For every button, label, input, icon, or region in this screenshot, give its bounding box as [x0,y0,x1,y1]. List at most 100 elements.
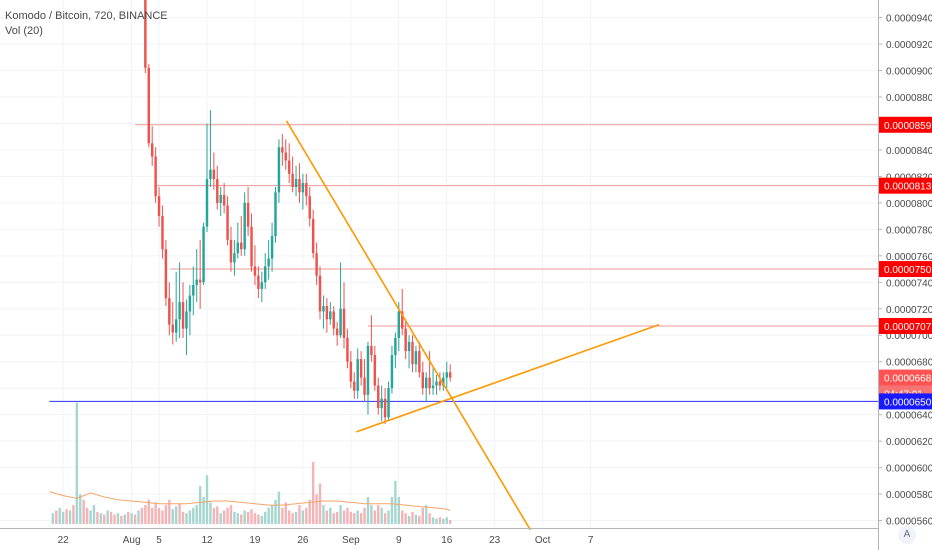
volume-bar [291,513,294,524]
x-tick-label: 26 [297,535,309,546]
volume-bar [209,502,212,524]
volume-bar [342,510,346,524]
candle-body [356,359,359,391]
candle-body [161,216,164,250]
y-tick-label: 0.0000720 [886,305,932,316]
candle-body [373,355,377,386]
price-label: 0.0000668 [884,374,932,385]
candle-body [236,242,240,254]
candle-body [359,359,363,378]
volume-bar [65,509,68,524]
volume-bar [414,514,418,524]
volume-bar [301,510,305,524]
volume-bar [394,480,397,524]
trendline[interactable] [285,120,532,531]
volume-bar [359,513,363,524]
candle-body [428,377,431,389]
x-tick-label: 23 [489,535,501,546]
candle-body [260,282,264,289]
volume-bar [144,505,147,524]
candle-body [335,328,339,336]
candle-body [257,275,260,289]
candle-body [404,328,407,352]
volume-bar [226,507,229,524]
volume-bar [106,510,109,524]
volume-bar [123,514,126,524]
volume-bar [171,509,174,524]
candle-body [387,388,390,418]
price-label-bg [879,116,932,133]
volume-bar [236,513,240,524]
y-tick-label: 0.0000600 [886,464,932,475]
y-tick-label: 0.0000880 [886,93,932,104]
volume-bar [438,517,442,524]
candle-body [185,311,188,329]
candle-body [192,284,195,296]
volume-bar [178,503,181,524]
volume-bar [380,507,383,524]
volume-bar [431,517,435,524]
volume-bar [370,505,373,524]
x-tick-label: 22 [58,535,70,546]
volume-bar [277,491,281,524]
candle-body [332,311,335,329]
volume-bar [257,514,260,524]
candle-body [322,306,325,312]
volume-bar [96,511,99,524]
candle-body [168,298,171,325]
candle-body [229,239,233,263]
candle-body [291,173,294,187]
candle-body [418,351,421,373]
y-tick-label: 0.0000700 [886,331,932,342]
candle-body [407,341,411,352]
candle-body [202,226,205,283]
candle-body [198,279,202,283]
y-tick-label: 0.0000560 [886,517,932,528]
candle-body [380,398,383,409]
volume-bar [274,499,277,524]
candle-body [377,385,380,409]
volume-bar [85,507,89,524]
volume-bar [137,510,140,524]
y-tick-label: 0.0000800 [886,199,932,210]
volume-bar [322,505,325,524]
candle-body [339,308,342,336]
y-tick-label: 0.0000760 [886,252,932,263]
volume-bar [308,499,311,524]
price-label: 0.0000707 [884,322,932,333]
candle-body [397,311,401,338]
candle-body [287,160,291,174]
volume-bar [270,505,274,524]
volume-bar [89,510,92,524]
candle-body [308,196,311,219]
volume-bar [421,507,424,524]
y-tick-label: 0.0000680 [886,358,932,369]
volume-bar [161,510,164,524]
candle-body [171,324,174,333]
auto-scale-button[interactable]: A [898,526,916,544]
price-label-bg [879,177,932,194]
volume-bar [397,497,400,524]
candle-body [147,67,151,144]
volume-bar [442,518,445,524]
volume-bar [212,507,216,524]
volume-bar [404,513,407,524]
volume-bar [315,494,318,524]
price-label-bg [879,261,932,278]
volume-bar [401,510,404,524]
volume-bar [181,511,185,524]
candle-body [250,226,253,267]
candle-body [346,337,349,362]
y-tick-label: 0.0000620 [886,437,932,448]
volume-bar [281,507,284,524]
volume-bar [120,515,123,524]
y-tick-label: 0.0000940 [886,14,932,25]
candle-body [294,179,298,187]
candle-body [414,351,418,365]
candle-body [370,345,373,356]
y-tick-label: 0.0000640 [886,411,932,422]
trendline[interactable] [356,323,660,433]
candle-body [144,0,147,68]
volume-bar [243,510,246,524]
